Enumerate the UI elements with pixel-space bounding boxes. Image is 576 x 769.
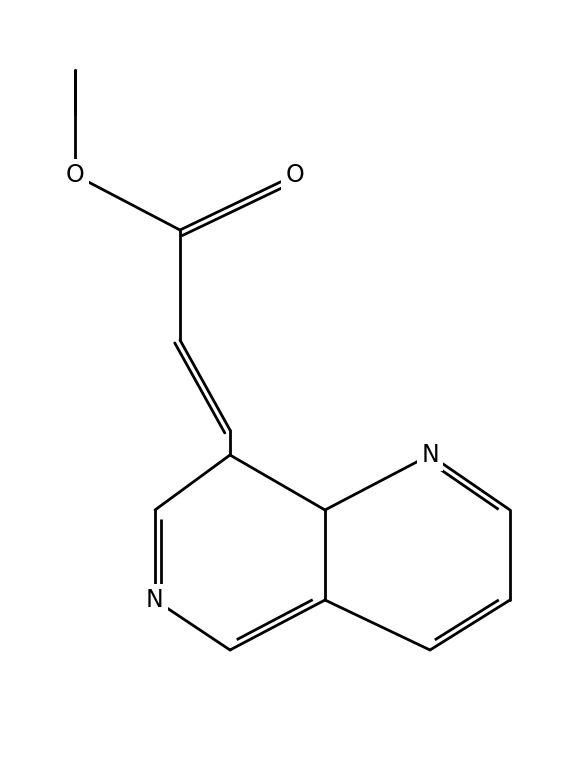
Text: N: N — [421, 443, 439, 467]
Text: O: O — [66, 163, 84, 187]
Text: N: N — [146, 588, 164, 612]
Text: O: O — [286, 163, 304, 187]
